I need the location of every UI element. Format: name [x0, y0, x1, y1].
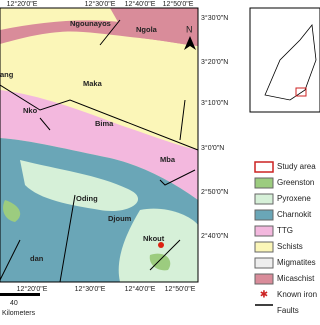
inset: [249, 7, 320, 113]
legend-label: Charnokit: [277, 210, 312, 219]
swatch: [254, 177, 274, 189]
town-label: Bima: [95, 119, 114, 128]
town-label: ang: [0, 70, 14, 79]
legend-label: TTG: [277, 226, 293, 235]
map-frame: [0, 7, 199, 283]
top-coordinate: 12°30'0"E: [85, 0, 116, 8]
top-coordinate: 12°50'0"E: [163, 0, 194, 8]
scale-segment: [0, 293, 40, 296]
swatch: [254, 193, 274, 205]
bottom-coordinate: 12°30'0"E: [75, 285, 106, 293]
north-label: N: [186, 24, 193, 34]
town-label: Mba: [160, 155, 176, 164]
legend-label: Known iron: [277, 290, 317, 299]
legend-label: Faults: [277, 306, 299, 315]
bottom-coordinate: 12°50'0"E: [165, 285, 196, 293]
bottom-coordinate: 12°40'0"E: [125, 285, 156, 293]
legend-label: Micaschist: [277, 274, 315, 283]
top-coordinate: 12°40'0"E: [125, 0, 156, 8]
right-coordinate: 2°50'0"N: [201, 188, 228, 196]
swatch: [254, 257, 274, 269]
pyroxene: [20, 160, 139, 211]
ttg: [0, 90, 198, 200]
swatch: [254, 225, 274, 237]
scale-number: 40: [10, 300, 18, 307]
north-arrow: [184, 36, 196, 50]
right-coordinate: 2°40'0"N: [201, 232, 228, 240]
town-label: Ngola: [136, 25, 158, 34]
scale-unit: Kilometers: [2, 310, 36, 317]
iron-deposit: [158, 242, 164, 248]
swatch: [254, 209, 274, 221]
swatch: [254, 161, 274, 173]
greenstone: [3, 200, 171, 271]
swatch: ✱: [260, 290, 268, 301]
top-coordinate: 12°20'0"E: [7, 0, 38, 8]
town-label: Maka: [83, 79, 103, 88]
legend-label: Pyroxene: [277, 194, 311, 203]
faults: [0, 19, 199, 283]
legend-label: Migmatites: [277, 258, 316, 267]
inset-area: [295, 87, 307, 97]
town-label: Oding: [76, 194, 98, 203]
legend-label: Greenston: [277, 178, 314, 187]
right-coordinate: 3°0'0"N: [201, 144, 224, 152]
legend-label: Schists: [277, 242, 303, 251]
legend-label: Study area: [277, 162, 316, 171]
town-label: Ngounayos: [70, 19, 111, 28]
map: N: [0, 7, 199, 283]
town-label: Nkout: [143, 234, 165, 243]
scale-bar: 40 Kilometers: [0, 293, 40, 317]
town-label: Djoum: [108, 214, 132, 223]
legend: ✱: [254, 161, 274, 306]
swatch: [254, 241, 274, 253]
right-coordinate: 3°30'0"N: [201, 14, 228, 22]
micaschist-east: [110, 8, 198, 46]
inset-frame: [249, 7, 320, 113]
country-outline: [264, 23, 317, 101]
right-coordinate: 3°10'0"N: [201, 99, 228, 107]
bottom-coordinate: 12°20'0"E: [17, 285, 48, 293]
town-label: dan: [30, 254, 44, 263]
swatch: [254, 273, 274, 285]
town-label: Nko: [23, 106, 38, 115]
right-coordinate: 3°20'0"N: [201, 58, 228, 66]
